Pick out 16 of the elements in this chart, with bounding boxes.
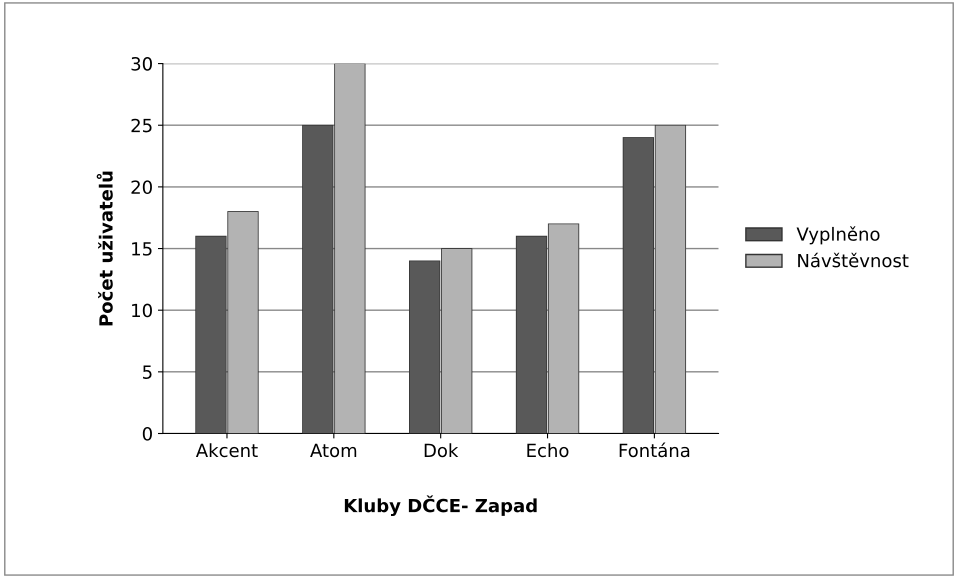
x-tick-label: Dok [424,443,458,458]
x-tick-label: Akcent [196,443,258,458]
y-axis-title: Počet uživatelů [96,172,113,326]
legend-label: Návštěvnost [798,252,908,268]
x-tick-label: Echo [527,443,568,458]
y-tick-label: 10 [132,304,152,318]
y-tick-label: 0 [142,426,152,441]
y-tick-label: 25 [131,118,152,132]
x-tick-label: Atom [310,444,356,458]
legend-label: Vyplněno [796,226,880,244]
y-tick-label: 30 [132,57,152,71]
x-axis-title: Kluby DČCE- Zapad [344,495,537,516]
x-tick-label: Fontána [620,442,690,458]
y-tick-label: 15 [132,242,152,256]
y-tick-label: 20 [131,180,152,194]
y-tick-label: 5 [143,366,152,379]
